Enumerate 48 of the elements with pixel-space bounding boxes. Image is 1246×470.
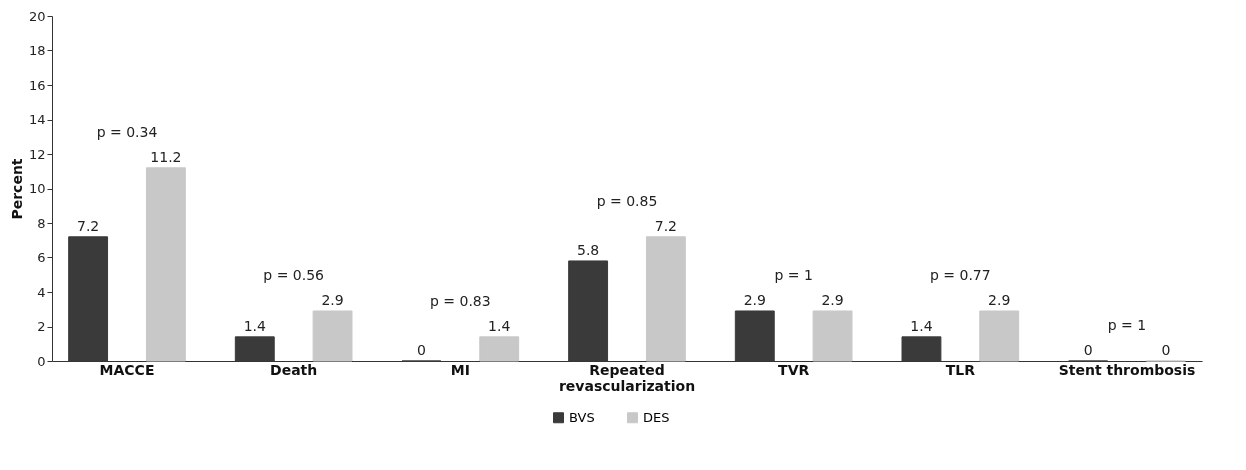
y-axis-title: Percent (8, 158, 25, 220)
data-label: 7.2 (654, 217, 678, 234)
y-tick-label: 6 (37, 250, 46, 265)
y-tick-label: 14 (28, 112, 46, 127)
annotation: p = 1 (774, 266, 813, 283)
x-tick-label: Death (270, 361, 318, 378)
bar (145, 167, 186, 362)
data-label: 11.2 (150, 148, 182, 165)
x-tick-label: Repeated revascularization (558, 361, 696, 394)
data-label: 0 (416, 342, 426, 358)
data-label: 0 (1083, 342, 1093, 358)
annotation: p = 1 (1107, 317, 1147, 333)
y-tick-label: 10 (28, 181, 46, 196)
y-tick-label: 16 (28, 77, 46, 93)
bar (979, 310, 1020, 362)
x-tick-label: TLR (945, 361, 976, 378)
bar (645, 236, 686, 362)
x-tick-label: TVR (778, 361, 810, 378)
data-label: 2.9 (321, 291, 344, 308)
y-tick-label: 12 (28, 146, 46, 162)
y-tick-label: 2 (37, 319, 46, 334)
data-label: 1.4 (910, 317, 933, 334)
y-tick-label: 8 (37, 215, 46, 231)
legend-label: DES (643, 409, 670, 425)
y-tick-label: 4 (37, 284, 46, 300)
annotation: p = 0.77 (929, 266, 991, 283)
y-tick-label: 20 (28, 8, 46, 24)
data-label: 2.9 (743, 291, 766, 308)
annotation: p = 0.85 (596, 192, 658, 209)
data-label: 1.4 (488, 317, 511, 334)
data-label: 5.8 (576, 241, 600, 258)
bar (479, 336, 520, 362)
x-tick-label: MI (450, 361, 470, 378)
data-label: 2.9 (988, 291, 1011, 308)
y-tick-label: 0 (37, 353, 46, 369)
data-label: 2.9 (821, 291, 844, 308)
x-tick-label: Stent thrombosis (1058, 361, 1196, 378)
data-label: 0 (1161, 342, 1171, 358)
bar (312, 310, 353, 362)
bar (812, 310, 853, 362)
x-tick-label: MACCE (99, 361, 155, 378)
data-label: 1.4 (243, 317, 266, 334)
legend-label: BVS (569, 409, 595, 425)
annotation: p = 0.83 (429, 292, 491, 309)
data-label: 7.2 (76, 217, 100, 234)
annotation: p = 0.34 (96, 123, 158, 140)
annotation: p = 0.56 (263, 266, 325, 283)
y-tick-label: 18 (28, 43, 46, 58)
